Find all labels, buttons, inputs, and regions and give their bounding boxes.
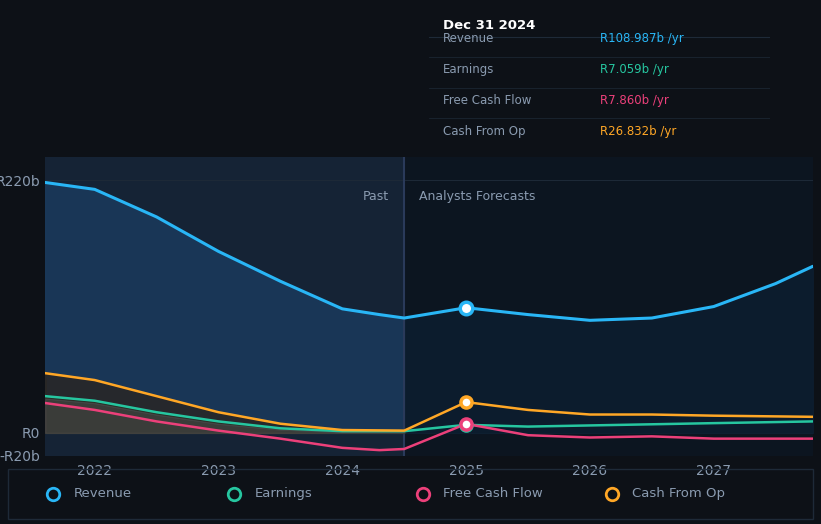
Text: Revenue: Revenue: [74, 487, 132, 500]
Bar: [404, 157, 813, 456]
Text: Past: Past: [363, 190, 389, 203]
Text: Dec 31 2024: Dec 31 2024: [443, 19, 535, 32]
Text: Free Cash Flow: Free Cash Flow: [443, 94, 531, 107]
Text: R7.860b /yr: R7.860b /yr: [600, 94, 668, 107]
Text: Cash From Op: Cash From Op: [443, 125, 525, 138]
Text: R26.832b /yr: R26.832b /yr: [600, 125, 677, 138]
Text: Earnings: Earnings: [255, 487, 312, 500]
Bar: [45, 157, 404, 456]
Text: Revenue: Revenue: [443, 32, 494, 45]
Text: Free Cash Flow: Free Cash Flow: [443, 487, 543, 500]
Text: Cash From Op: Cash From Op: [632, 487, 725, 500]
Text: R7.059b /yr: R7.059b /yr: [600, 63, 668, 76]
Text: R108.987b /yr: R108.987b /yr: [600, 32, 684, 45]
Text: Earnings: Earnings: [443, 63, 494, 76]
Text: Analysts Forecasts: Analysts Forecasts: [419, 190, 535, 203]
